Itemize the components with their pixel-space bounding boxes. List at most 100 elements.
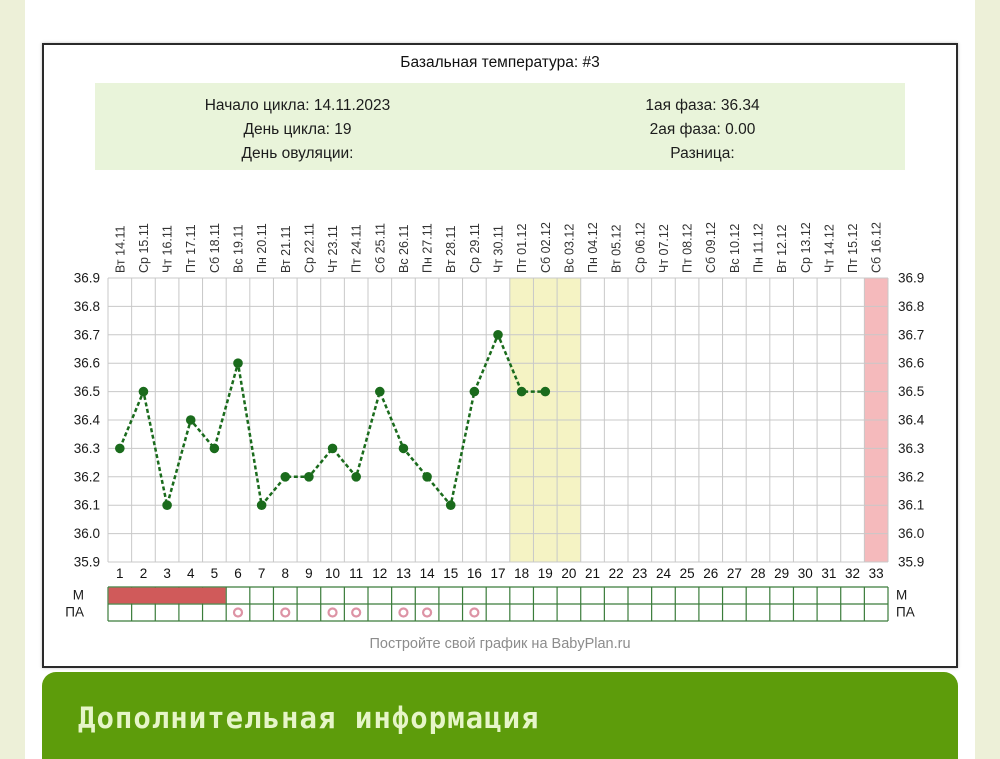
svg-text:36.4: 36.4 xyxy=(74,413,101,428)
svg-text:27: 27 xyxy=(727,566,742,581)
svg-text:Вт 05.12: Вт 05.12 xyxy=(610,225,624,273)
svg-text:18: 18 xyxy=(514,566,529,581)
svg-text:36.5: 36.5 xyxy=(74,384,100,399)
svg-text:36.0: 36.0 xyxy=(898,526,924,541)
svg-text:Пт 01.12: Пт 01.12 xyxy=(515,223,529,273)
svg-text:12: 12 xyxy=(372,566,387,581)
pa-marks xyxy=(232,607,480,618)
svg-text:Вс 10.12: Вс 10.12 xyxy=(728,224,742,273)
svg-text:Чт 23.11: Чт 23.11 xyxy=(326,225,340,273)
svg-text:35.9: 35.9 xyxy=(74,555,100,570)
svg-text:8: 8 xyxy=(282,566,290,581)
svg-text:26: 26 xyxy=(703,566,718,581)
svg-text:Пт 24.11: Пт 24.11 xyxy=(350,224,364,273)
phase1-line: 1ая фаза: 36.34 xyxy=(645,97,760,114)
svg-text:Сб 25.11: Сб 25.11 xyxy=(373,223,387,273)
chart-title: Базальная температура: #3 xyxy=(400,54,600,71)
cycle-info-box: Начало цикла: 14.11.2023 День цикла: 19 … xyxy=(95,83,905,170)
svg-text:Вт 21.11: Вт 21.11 xyxy=(279,225,293,273)
svg-text:33: 33 xyxy=(869,566,884,581)
svg-text:25: 25 xyxy=(680,566,695,581)
svg-text:19: 19 xyxy=(538,566,553,581)
menstruation-cells xyxy=(108,587,226,604)
y-axis-left: 36.9 36.8 36.7 36.6 36.5 36.4 36.3 36.2 36.1 36.0… xyxy=(74,271,101,570)
svg-text:Пн 04.12: Пн 04.12 xyxy=(586,222,600,273)
svg-text:Сб 18.11: Сб 18.11 xyxy=(208,223,222,273)
svg-text:36.8: 36.8 xyxy=(898,299,924,314)
svg-text:7: 7 xyxy=(258,566,266,581)
y-axis-right: 36.9 36.8 36.7 36.6 36.5 36.4 36.3 36.2 36.1 36.0… xyxy=(898,271,925,570)
svg-text:23: 23 xyxy=(632,566,647,581)
svg-text:32: 32 xyxy=(845,566,860,581)
svg-text:Ср 06.12: Ср 06.12 xyxy=(633,222,647,273)
svg-text:14: 14 xyxy=(420,566,436,581)
svg-text:28: 28 xyxy=(750,566,765,581)
svg-text:35.9: 35.9 xyxy=(898,555,924,570)
svg-text:6: 6 xyxy=(234,566,242,581)
svg-text:Вт 12.12: Вт 12.12 xyxy=(775,225,789,273)
svg-text:3: 3 xyxy=(163,566,171,581)
svg-text:М: М xyxy=(73,588,84,603)
svg-text:36.6: 36.6 xyxy=(898,356,924,371)
svg-text:24: 24 xyxy=(656,566,672,581)
svg-text:М: М xyxy=(896,588,907,603)
svg-text:36.9: 36.9 xyxy=(898,271,924,286)
svg-text:11: 11 xyxy=(349,566,363,581)
svg-text:Пн 11.12: Пн 11.12 xyxy=(752,223,766,273)
bbt-chart-card: Базальная температура: #3 Начало цикла: … xyxy=(42,43,958,668)
svg-text:1: 1 xyxy=(116,566,124,581)
svg-text:13: 13 xyxy=(396,566,411,581)
svg-text:21: 21 xyxy=(585,566,600,581)
svg-text:16: 16 xyxy=(467,566,482,581)
svg-text:Пт 15.12: Пт 15.12 xyxy=(846,223,860,273)
svg-text:36.2: 36.2 xyxy=(898,469,924,484)
svg-text:36.1: 36.1 xyxy=(898,498,924,513)
day-axis-labels: 1 2 3 4 5 6 7 8 9 10 11 12 13 14 15 16 17 18 19 20 21 22 23 24 2… xyxy=(116,566,884,581)
svg-text:Пт 17.11: Пт 17.11 xyxy=(184,224,198,273)
svg-text:36.7: 36.7 xyxy=(74,327,100,342)
chart-credit-text: Постройте свой график на BabyPlan.ru xyxy=(369,636,631,652)
svg-text:36.1: 36.1 xyxy=(74,498,100,513)
svg-text:ПА: ПА xyxy=(896,605,915,620)
svg-text:Чт 30.11: Чт 30.11 xyxy=(492,225,506,273)
svg-text:10: 10 xyxy=(325,566,340,581)
svg-text:Сб 16.12: Сб 16.12 xyxy=(870,222,884,273)
svg-text:36.3: 36.3 xyxy=(898,441,924,456)
svg-text:20: 20 xyxy=(561,566,576,581)
cycle-info-left: Начало цикла: 14.11.2023 День цикла: 19 … xyxy=(95,83,500,170)
svg-text:Вс 19.11: Вс 19.11 xyxy=(232,225,246,273)
mens-pa-table: М ПА М ПА xyxy=(65,586,915,622)
cycle-start-line: Начало цикла: 14.11.2023 xyxy=(204,97,391,114)
svg-text:Вт 14.11: Вт 14.11 xyxy=(113,225,127,273)
cycle-day-line: День цикла: 19 xyxy=(243,121,352,138)
svg-text:4: 4 xyxy=(187,566,195,581)
svg-text:Ср 15.11: Ср 15.11 xyxy=(137,223,151,273)
svg-text:2: 2 xyxy=(140,566,148,581)
svg-text:Вс 03.12: Вс 03.12 xyxy=(562,224,576,273)
svg-text:Вт 28.11: Вт 28.11 xyxy=(444,225,458,273)
svg-text:36.4: 36.4 xyxy=(898,413,925,428)
svg-text:30: 30 xyxy=(798,566,813,581)
svg-text:36.9: 36.9 xyxy=(74,271,100,286)
svg-text:36.6: 36.6 xyxy=(74,356,100,371)
svg-text:36.7: 36.7 xyxy=(898,327,924,342)
svg-text:Сб 09.12: Сб 09.12 xyxy=(704,222,718,273)
svg-text:Ср 13.12: Ср 13.12 xyxy=(799,222,813,273)
svg-text:Вс 26.11: Вс 26.11 xyxy=(397,225,411,273)
svg-text:Чт 14.12: Чт 14.12 xyxy=(822,224,836,273)
svg-text:22: 22 xyxy=(609,566,624,581)
cycle-info-right: 1ая фаза: 36.34 2ая фаза: 0.00 Разница: xyxy=(500,83,905,170)
svg-text:Пт 08.12: Пт 08.12 xyxy=(681,223,695,273)
svg-text:Чт 07.12: Чт 07.12 xyxy=(657,224,671,273)
svg-text:36.2: 36.2 xyxy=(74,469,100,484)
svg-text:Сб 02.12: Сб 02.12 xyxy=(539,222,553,273)
svg-text:29: 29 xyxy=(774,566,789,581)
bbt-chart: 36.9 36.8 36.7 36.6 36.5 36.4 36.3 36.2 36.1 36.0… xyxy=(44,175,956,637)
temperature-points xyxy=(115,330,551,511)
plot-grid xyxy=(107,277,889,563)
svg-text:36.0: 36.0 xyxy=(74,526,100,541)
additional-info-banner-label: Дополнительная информация xyxy=(78,701,540,735)
difference-line: Разница: xyxy=(670,145,735,162)
svg-text:17: 17 xyxy=(490,566,505,581)
svg-text:36.3: 36.3 xyxy=(74,441,100,456)
